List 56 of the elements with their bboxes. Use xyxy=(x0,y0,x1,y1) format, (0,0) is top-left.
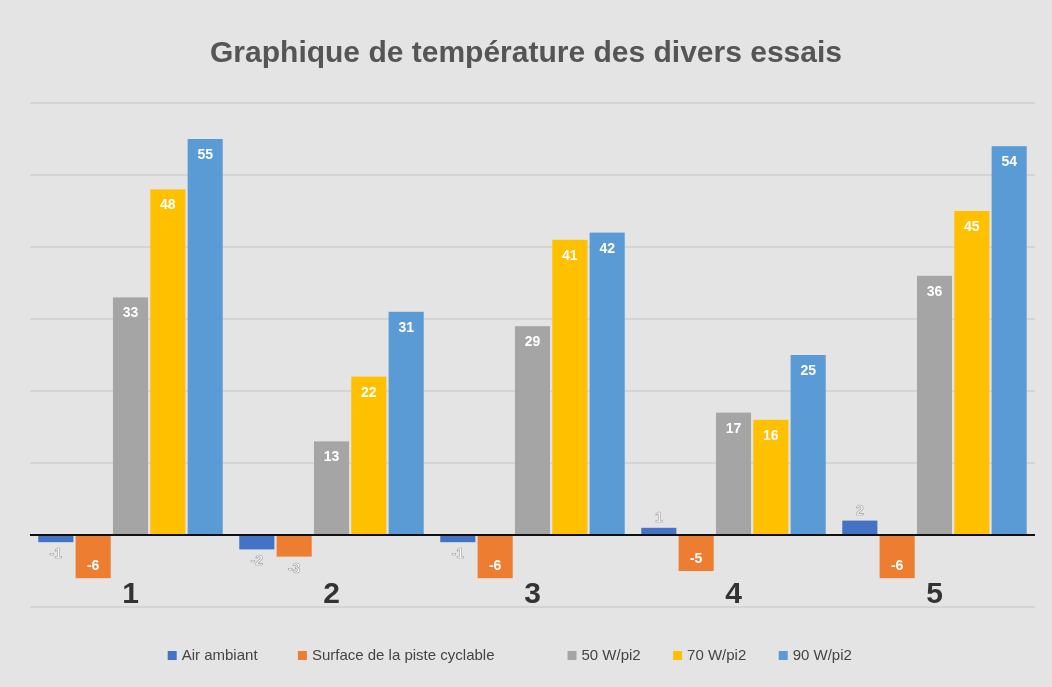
data-label: -6 xyxy=(488,557,502,574)
data-label: 17 xyxy=(725,419,742,436)
data-label: 36 xyxy=(926,282,943,299)
data-label: 41 xyxy=(562,246,578,263)
data-label: -1 xyxy=(49,545,63,562)
bar xyxy=(552,239,588,535)
data-label: 25 xyxy=(800,362,817,378)
data-label: 33 xyxy=(122,304,139,321)
bar xyxy=(514,326,551,535)
bar xyxy=(842,520,878,535)
x-tick-label: 2 xyxy=(323,576,340,609)
legend-label: 90 W/pi2 xyxy=(792,646,852,663)
data-label: 13 xyxy=(323,448,340,465)
data-label: 22 xyxy=(361,383,377,400)
data-label: -5 xyxy=(689,550,703,566)
data-label: 54 xyxy=(1001,153,1018,170)
data-label: 48 xyxy=(160,196,176,213)
bar xyxy=(477,535,513,579)
legend-label: 70 W/pi2 xyxy=(687,646,747,663)
bar xyxy=(351,376,387,535)
x-tick-label: 5 xyxy=(926,576,943,609)
legend-label: Air ambiant xyxy=(181,646,259,663)
bar xyxy=(715,412,752,535)
bar xyxy=(150,189,186,535)
bar xyxy=(991,146,1027,535)
data-label: -6 xyxy=(890,557,904,574)
data-label: 16 xyxy=(763,426,779,443)
chart-title: Graphique de température des divers essais xyxy=(210,35,842,68)
bar xyxy=(313,441,350,535)
data-label: 45 xyxy=(964,218,980,234)
bar xyxy=(276,535,312,557)
bar xyxy=(112,297,149,535)
data-label: 55 xyxy=(197,146,214,162)
data-label: 31 xyxy=(398,318,415,335)
bar xyxy=(75,535,111,579)
data-label: 29 xyxy=(524,333,541,350)
data-label: 42 xyxy=(599,239,616,256)
data-label: -2 xyxy=(250,552,264,569)
bar xyxy=(916,275,953,535)
x-tick-label: 3 xyxy=(524,576,541,609)
data-label: -3 xyxy=(287,559,301,576)
bar xyxy=(954,211,990,535)
bar xyxy=(187,139,223,535)
data-label: -6 xyxy=(86,557,100,574)
data-label: -1 xyxy=(451,545,465,562)
legend-label: 50 W/pi2 xyxy=(581,646,641,663)
bar xyxy=(239,535,275,550)
bar xyxy=(589,232,625,535)
bar xyxy=(753,419,789,535)
x-tick-label: 4 xyxy=(725,576,743,609)
x-tick-label: 1 xyxy=(122,576,139,609)
bar xyxy=(678,535,714,571)
bar xyxy=(879,535,915,579)
bar xyxy=(790,355,826,535)
legend-label: Surface de la piste cyclable xyxy=(311,646,495,663)
bar xyxy=(388,311,424,535)
